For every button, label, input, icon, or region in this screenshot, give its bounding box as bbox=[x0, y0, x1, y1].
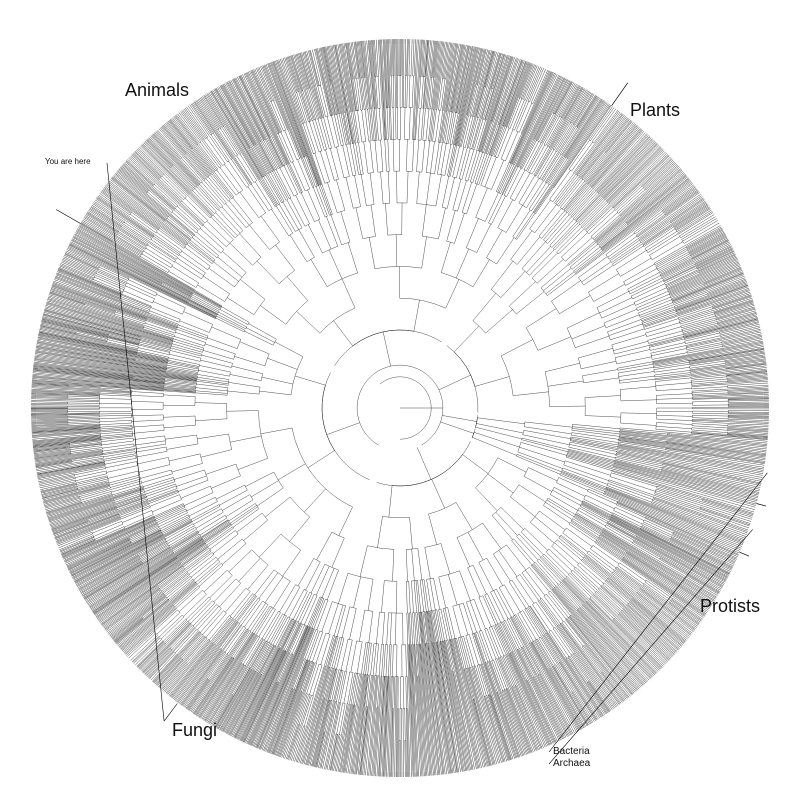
label-animals: Animals bbox=[125, 80, 189, 101]
label-archaea: Archaea bbox=[553, 758, 590, 769]
label-fungi: Fungi bbox=[172, 720, 217, 741]
label-protists: Protists bbox=[700, 596, 760, 617]
tree-of-life-diagram: Animals Plants Protists Fungi Bacteria A… bbox=[0, 0, 800, 800]
label-you-are-here: You are here bbox=[45, 157, 91, 166]
label-bacteria: Bacteria bbox=[553, 746, 590, 757]
label-plants: Plants bbox=[630, 100, 680, 121]
